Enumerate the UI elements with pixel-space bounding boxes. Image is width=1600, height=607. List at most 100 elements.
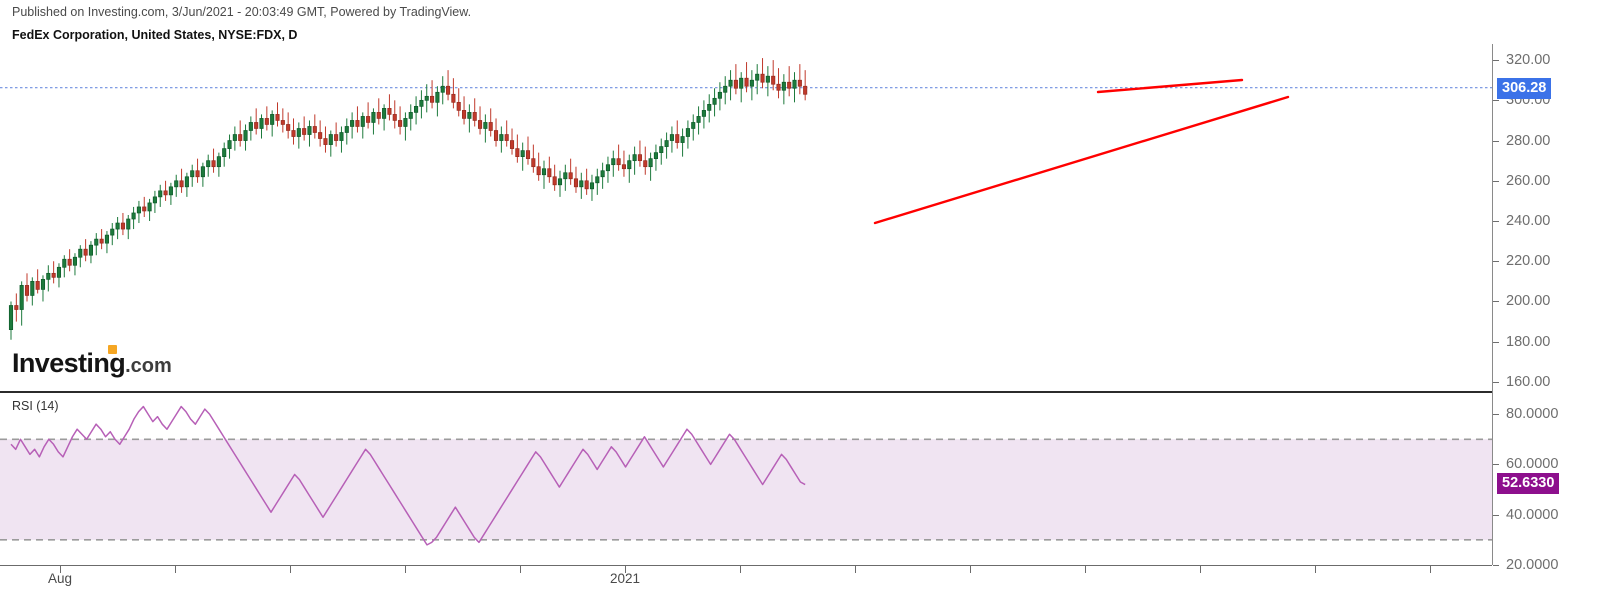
trendline-lower-support bbox=[873, 95, 1290, 225]
candle-body bbox=[200, 166, 205, 178]
price-tick bbox=[1493, 341, 1499, 343]
candle-body bbox=[142, 206, 147, 212]
price-tick-label: 280.00 bbox=[1506, 132, 1551, 149]
candle-body bbox=[414, 106, 419, 113]
price-panel[interactable] bbox=[0, 44, 1492, 392]
rsi-value-badge[interactable]: 52.6330 bbox=[1497, 472, 1560, 494]
candle-body bbox=[760, 73, 765, 83]
candle-body bbox=[552, 176, 557, 186]
watermark-text: Investing bbox=[12, 348, 126, 378]
candle-body bbox=[499, 134, 504, 141]
date-tick bbox=[1085, 566, 1086, 573]
y-axis-line bbox=[1492, 44, 1493, 565]
candle-body bbox=[755, 73, 760, 81]
candle-body bbox=[467, 112, 472, 119]
chart-header: Published on Investing.com, 3/Jun/2021 -… bbox=[12, 4, 1212, 43]
candle-body bbox=[334, 134, 339, 141]
date-tick bbox=[740, 566, 741, 573]
candle-body bbox=[339, 132, 344, 141]
price-tick bbox=[1493, 100, 1499, 102]
price-tick-label: 220.00 bbox=[1506, 253, 1551, 270]
candle-body bbox=[435, 91, 440, 103]
candle-body bbox=[275, 114, 280, 121]
candle-body bbox=[291, 130, 296, 137]
candle-body bbox=[8, 305, 14, 330]
rsi-plot bbox=[0, 405, 1492, 546]
candle-body bbox=[264, 118, 269, 125]
candle-body bbox=[222, 148, 227, 157]
candle-body bbox=[131, 212, 136, 220]
candle-body bbox=[541, 168, 547, 176]
candle-body bbox=[803, 85, 808, 95]
candle-body bbox=[605, 164, 611, 172]
price-tick bbox=[1493, 381, 1499, 383]
candle-body bbox=[787, 81, 792, 89]
candle-body bbox=[525, 150, 531, 160]
candle-body bbox=[280, 120, 285, 125]
candle-body bbox=[115, 222, 120, 230]
watermark-dot-icon bbox=[108, 345, 117, 354]
candle-body bbox=[14, 305, 19, 310]
candle-body bbox=[392, 114, 397, 121]
rsi-tick bbox=[1493, 565, 1499, 566]
date-tick bbox=[1315, 566, 1316, 573]
candle-body bbox=[637, 154, 642, 162]
candle-body bbox=[302, 128, 307, 135]
candle-body bbox=[318, 132, 323, 139]
candle-body bbox=[110, 228, 115, 236]
candle-body bbox=[776, 83, 781, 91]
candle-body bbox=[446, 85, 451, 95]
panel-divider bbox=[0, 391, 1492, 393]
candle-body bbox=[307, 126, 312, 135]
price-tick bbox=[1493, 261, 1499, 263]
current-price-badge[interactable]: 306.28 bbox=[1497, 77, 1552, 99]
candle-body bbox=[520, 150, 525, 157]
rsi-tick-label: 80.0000 bbox=[1506, 406, 1559, 423]
candle-body bbox=[483, 122, 488, 129]
date-tick bbox=[970, 566, 971, 573]
candle-body bbox=[56, 266, 62, 278]
candle-body bbox=[238, 134, 243, 141]
candle-body bbox=[243, 130, 248, 141]
candle-body bbox=[296, 128, 301, 137]
date-tick bbox=[1430, 566, 1431, 573]
candle-body bbox=[152, 196, 157, 204]
price-tick bbox=[1493, 140, 1499, 142]
candle-body bbox=[46, 272, 51, 280]
price-tick-label: 240.00 bbox=[1506, 213, 1551, 230]
candle-body bbox=[360, 116, 365, 127]
candle-body bbox=[643, 160, 648, 168]
candle-body bbox=[701, 110, 706, 117]
rsi-legend-label: RSI (14) bbox=[12, 399, 59, 413]
candle-body bbox=[440, 85, 445, 93]
rsi-line bbox=[10, 405, 806, 546]
candle-body bbox=[717, 91, 722, 99]
candle-body bbox=[168, 186, 173, 196]
date-tick bbox=[855, 566, 856, 573]
candle-body bbox=[126, 218, 131, 230]
candle-body bbox=[589, 182, 595, 190]
candle-body bbox=[94, 238, 99, 246]
candle-body bbox=[67, 258, 72, 266]
trendline-upper-resistance bbox=[1096, 78, 1244, 94]
price-tick bbox=[1493, 180, 1499, 182]
candle-body bbox=[691, 122, 696, 129]
candle-body bbox=[270, 114, 275, 125]
candle-body bbox=[547, 168, 552, 178]
candlestick-plot bbox=[0, 58, 1492, 340]
candle-body bbox=[424, 95, 429, 101]
candle-body bbox=[664, 140, 669, 147]
candle-body bbox=[451, 93, 456, 103]
candle-body bbox=[568, 172, 573, 180]
candle-body bbox=[765, 75, 770, 83]
candle-body bbox=[493, 130, 499, 141]
candle-body bbox=[515, 148, 520, 157]
candle-body bbox=[771, 75, 776, 85]
candle-body bbox=[627, 160, 632, 170]
x-axis-line bbox=[0, 565, 1492, 566]
candle-body bbox=[344, 126, 349, 133]
rsi-panel[interactable] bbox=[0, 394, 1492, 565]
candle-body bbox=[227, 140, 232, 149]
candle-body bbox=[88, 244, 94, 256]
